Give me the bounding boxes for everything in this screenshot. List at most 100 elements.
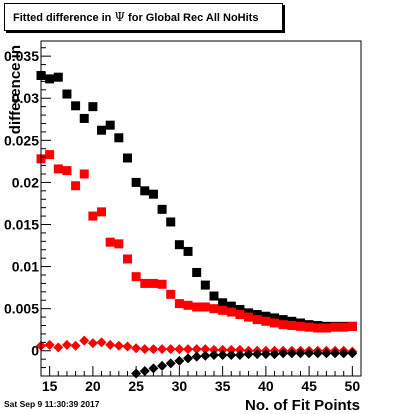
data-point [165,358,176,369]
data-point [88,102,98,112]
data-point [252,310,262,320]
y-tick-label: 0 [31,343,39,359]
data-point [235,305,245,315]
data-point [174,355,185,366]
data-point [174,344,185,355]
data-point [252,315,262,325]
data-point [62,166,72,176]
x-tick-label: 50 [345,378,361,394]
data-point [114,239,124,249]
data-point [45,74,55,84]
psi-symbol: Ψ [114,10,125,24]
data-point [304,322,314,332]
data-point [53,164,63,174]
data-point [166,289,176,299]
data-point [105,237,115,247]
data-point [157,344,168,355]
series-1 [36,150,357,333]
label-layer: 15 20 25 30 35 40 45 50 0 0.005 0.01 0.015 0.02 0.025… [4,48,360,394]
x-tick-label: 20 [85,378,101,394]
series-3 [131,348,358,379]
y-tick-label: 0.02 [12,174,39,190]
data-point [226,349,237,360]
data-point [131,272,141,282]
data-point [321,348,332,359]
data-point [53,342,64,353]
tick-layer [40,47,362,377]
data-point [105,120,115,130]
data-point [304,348,315,359]
data-point [157,360,168,371]
data-point [183,246,193,256]
data-point [45,150,55,160]
data-point [165,344,176,355]
data-point [131,343,142,354]
data-point [122,341,133,352]
data-point [140,186,150,196]
data-point [287,320,297,330]
data-point [70,340,81,351]
data-point [131,177,141,187]
data-point [114,133,124,143]
x-axis-label: No. of Fit Points [245,397,360,414]
data-point [113,340,124,351]
y-tick-label: 0.025 [4,132,39,148]
data-point [312,348,323,359]
data-point [347,321,357,331]
data-point [87,338,98,349]
data-point [183,344,194,355]
y-tick-label: 0.015 [4,216,39,232]
data-point [139,365,150,376]
data-point [183,353,194,364]
data-point [330,348,341,359]
data-point [235,310,245,320]
data-point [157,279,167,289]
data-point [79,169,89,179]
data-point [226,301,236,311]
x-tick-label: 15 [42,378,58,394]
data-point [96,337,107,348]
data-point [338,348,349,359]
data-point [174,240,184,250]
data-point [244,312,254,322]
data-point [208,344,219,355]
data-point [44,339,55,350]
data-point [270,318,280,328]
data-point [192,302,202,312]
data-point [339,322,349,332]
data-point [200,350,211,361]
data-point [218,298,228,308]
data-point [97,125,107,135]
data-point [226,344,237,355]
data-point [191,351,202,362]
y-tick-label: 0.005 [4,301,39,317]
data-point [278,320,288,330]
data-point [261,311,271,321]
data-point [61,339,72,350]
data-point [321,323,331,333]
series-2 [36,335,358,357]
data-point [122,153,132,163]
data-point [88,211,98,221]
data-point [234,349,245,360]
y-tick-label: 0.03 [12,90,39,106]
data-point [183,300,193,310]
data-point [218,305,228,315]
data-point [148,363,159,374]
data-point [148,278,158,288]
data-point [200,302,210,312]
data-point [97,207,107,217]
data-point [191,344,202,355]
data-point [286,348,297,359]
data-point [148,189,158,199]
data-point [140,278,150,288]
data-point [139,344,150,355]
data-point [62,89,72,99]
data-point [295,321,305,331]
data-point [252,349,263,360]
x-tick-label: 30 [172,378,188,394]
data-point [278,315,288,325]
data-point [174,299,184,309]
data-point [347,348,358,359]
